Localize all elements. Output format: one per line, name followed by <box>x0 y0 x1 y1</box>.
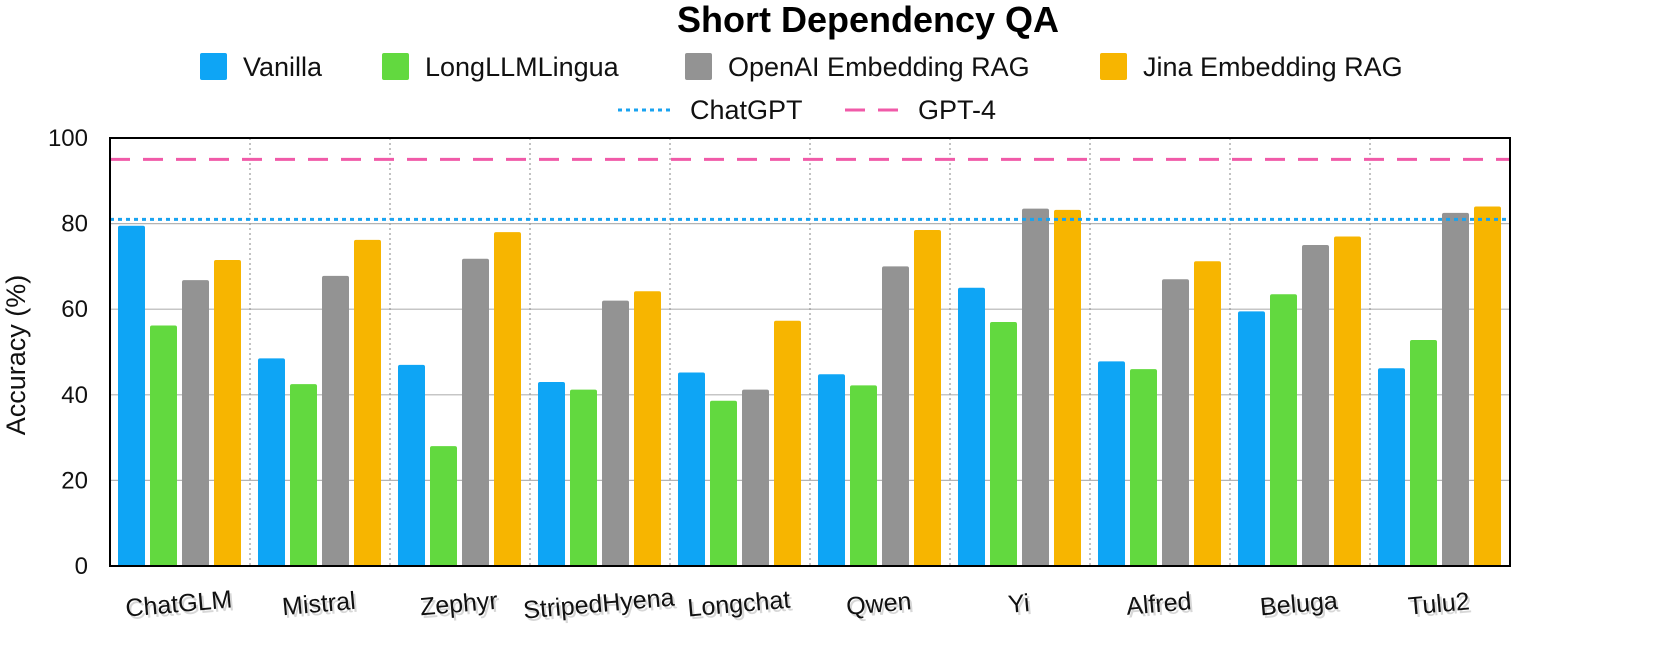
bar-tulu2-jina-embedding-rag <box>1474 206 1501 567</box>
legend-swatch-longllmlingua <box>382 53 409 80</box>
x-tick-label: Tulu2 <box>1407 587 1471 620</box>
bar-beluga-openai-embedding-rag <box>1302 245 1329 566</box>
plot-frame <box>109 137 1511 567</box>
x-tick-shadow: Mistral <box>283 590 359 624</box>
bar-stripedhyena-openai-embedding-rag <box>602 300 629 566</box>
y-tick-100: 100 <box>48 125 88 152</box>
x-tick-label: Zephyr <box>419 587 499 622</box>
x-tick-shadow: Alfred <box>1127 590 1195 624</box>
legend: Vanilla LongLLMLingua OpenAI Embedding RAG… <box>200 52 1403 125</box>
bar-qwen-vanilla <box>818 374 845 566</box>
legend-swatch-vanilla <box>200 53 227 80</box>
bar-alfred-jina-embedding-rag <box>1194 261 1221 566</box>
y-tick-40: 40 <box>61 382 88 409</box>
legend-swatch-jina-embedding-rag <box>1100 53 1127 80</box>
legend-label-openai-embedding-rag: OpenAI Embedding RAG <box>728 52 1030 82</box>
bar-yi-openai-embedding-rag <box>1022 208 1049 566</box>
legend-label-jina-embedding-rag: Jina Embedding RAG <box>1143 52 1403 82</box>
legend-label-gpt-4: GPT-4 <box>918 95 996 125</box>
bar-chatglm-openai-embedding-rag <box>182 280 209 566</box>
y-tick-80: 80 <box>61 211 88 238</box>
x-tick-label: Yi <box>1007 589 1031 619</box>
bar-mistral-longllmlingua <box>290 384 317 566</box>
bar-qwen-openai-embedding-rag <box>882 266 909 566</box>
legend-swatch-openai-embedding-rag <box>685 53 712 80</box>
x-tick-label: Beluga <box>1259 587 1339 622</box>
legend-label-longllmlingua: LongLLMLingua <box>425 52 620 82</box>
x-tick-label: Alfred <box>1125 587 1193 621</box>
bars <box>118 206 1501 567</box>
x-tick-shadow: Zephyr <box>421 590 501 625</box>
x-tick-label: Qwen <box>845 587 913 621</box>
reference-lines <box>110 157 1510 221</box>
grid <box>110 138 1510 566</box>
bar-tulu2-vanilla <box>1378 368 1405 566</box>
y-tick-labels: 0 20 40 60 80 100 <box>48 125 88 580</box>
bar-yi-vanilla <box>958 287 985 566</box>
bar-longchat-openai-embedding-rag <box>742 389 769 566</box>
bar-stripedhyena-longllmlingua <box>570 389 597 566</box>
bar-beluga-vanilla <box>1238 311 1265 566</box>
bar-zephyr-openai-embedding-rag <box>462 258 489 566</box>
bar-alfred-openai-embedding-rag <box>1162 279 1189 566</box>
y-tick-0: 0 <box>75 553 88 580</box>
legend-label-vanilla: Vanilla <box>243 52 323 82</box>
bar-qwen-jina-embedding-rag <box>914 230 941 566</box>
bar-alfred-longllmlingua <box>1130 369 1157 566</box>
x-tick-shadow: Qwen <box>847 590 915 624</box>
bar-stripedhyena-jina-embedding-rag <box>634 291 661 566</box>
bar-mistral-jina-embedding-rag <box>354 239 381 566</box>
y-axis-label: Accuracy (%) <box>1 275 31 436</box>
chart-title: Short Dependency QA <box>677 0 1059 40</box>
bar-zephyr-jina-embedding-rag <box>494 232 521 566</box>
bar-yi-longllmlingua <box>990 322 1017 566</box>
bar-stripedhyena-vanilla <box>538 381 565 566</box>
bar-chatglm-jina-embedding-rag <box>214 259 241 566</box>
bar-tulu2-longllmlingua <box>1410 340 1437 566</box>
x-tick-label: Mistral <box>281 587 357 621</box>
bar-chatglm-longllmlingua <box>150 325 177 566</box>
x-tick-shadow: Tulu2 <box>1409 590 1473 623</box>
bar-qwen-longllmlingua <box>850 385 877 566</box>
bar-zephyr-longllmlingua <box>430 446 457 566</box>
bar-yi-jina-embedding-rag <box>1054 209 1081 567</box>
bar-longchat-vanilla <box>678 372 705 566</box>
bar-beluga-longllmlingua <box>1270 294 1297 566</box>
x-tick-shadow: Beluga <box>1261 589 1341 624</box>
axes <box>109 137 1511 567</box>
bar-mistral-vanilla <box>258 358 285 566</box>
bar-tulu2-openai-embedding-rag <box>1442 212 1469 566</box>
y-tick-60: 60 <box>61 296 88 323</box>
legend-label-chatgpt: ChatGPT <box>690 95 803 125</box>
bar-alfred-vanilla <box>1098 361 1125 566</box>
x-tick-shadow: Yi <box>1009 592 1033 622</box>
y-tick-20: 20 <box>61 467 88 494</box>
bar-beluga-jina-embedding-rag <box>1334 236 1361 566</box>
bar-zephyr-vanilla <box>398 364 425 566</box>
bar-longchat-jina-embedding-rag <box>774 320 801 566</box>
bar-chatglm-vanilla <box>118 225 145 567</box>
bar-mistral-openai-embedding-rag <box>322 275 349 566</box>
bar-longchat-longllmlingua <box>710 400 737 566</box>
